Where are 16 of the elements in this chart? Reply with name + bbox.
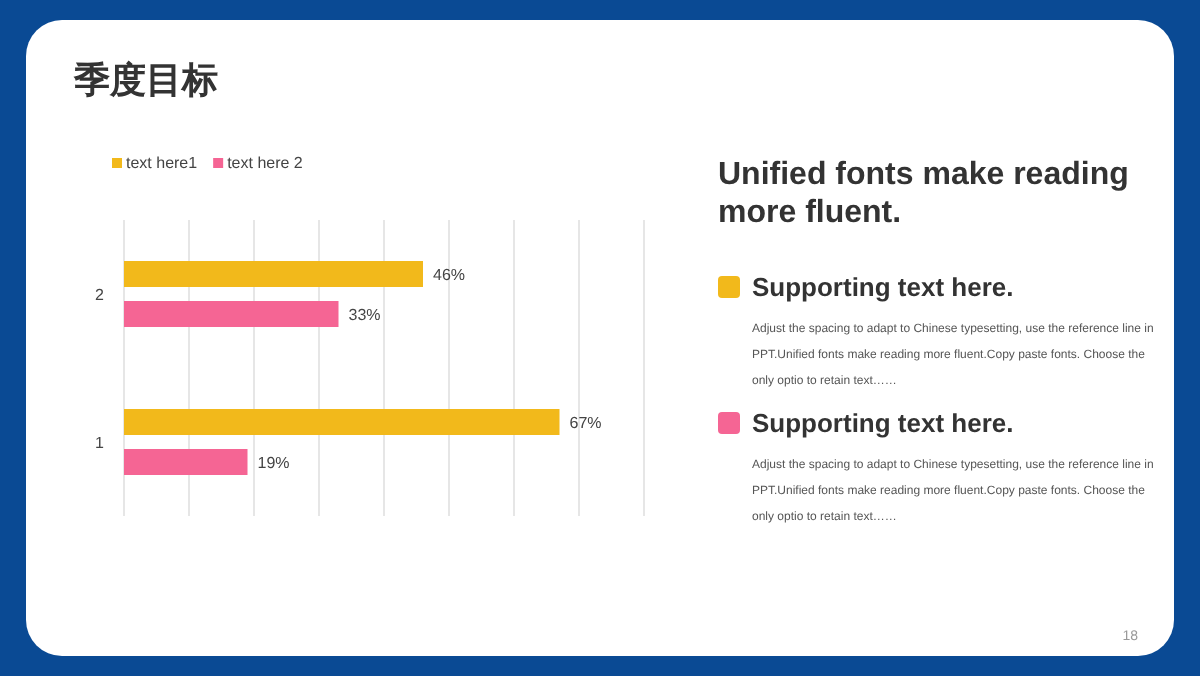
bar bbox=[124, 301, 339, 327]
y-tick-label: 1 bbox=[95, 434, 106, 452]
bar bbox=[124, 409, 560, 435]
legend-label: text here1 bbox=[126, 154, 199, 172]
bar bbox=[124, 261, 423, 287]
text: Unified fonts make reading more fluent. bbox=[718, 156, 1131, 232]
legend-label: text here 2 bbox=[227, 154, 304, 172]
data-label: 67% bbox=[569, 414, 602, 432]
data-label: 33% bbox=[348, 306, 381, 324]
y-tick-label: 2 bbox=[95, 286, 106, 304]
data-label: 46% bbox=[433, 266, 466, 284]
text: Supporting text here. bbox=[752, 272, 1016, 302]
chart-title: 季度目标 bbox=[74, 58, 218, 104]
data-label: 19% bbox=[257, 454, 290, 472]
text: Supporting text here. bbox=[752, 408, 1016, 438]
bar bbox=[124, 449, 248, 475]
